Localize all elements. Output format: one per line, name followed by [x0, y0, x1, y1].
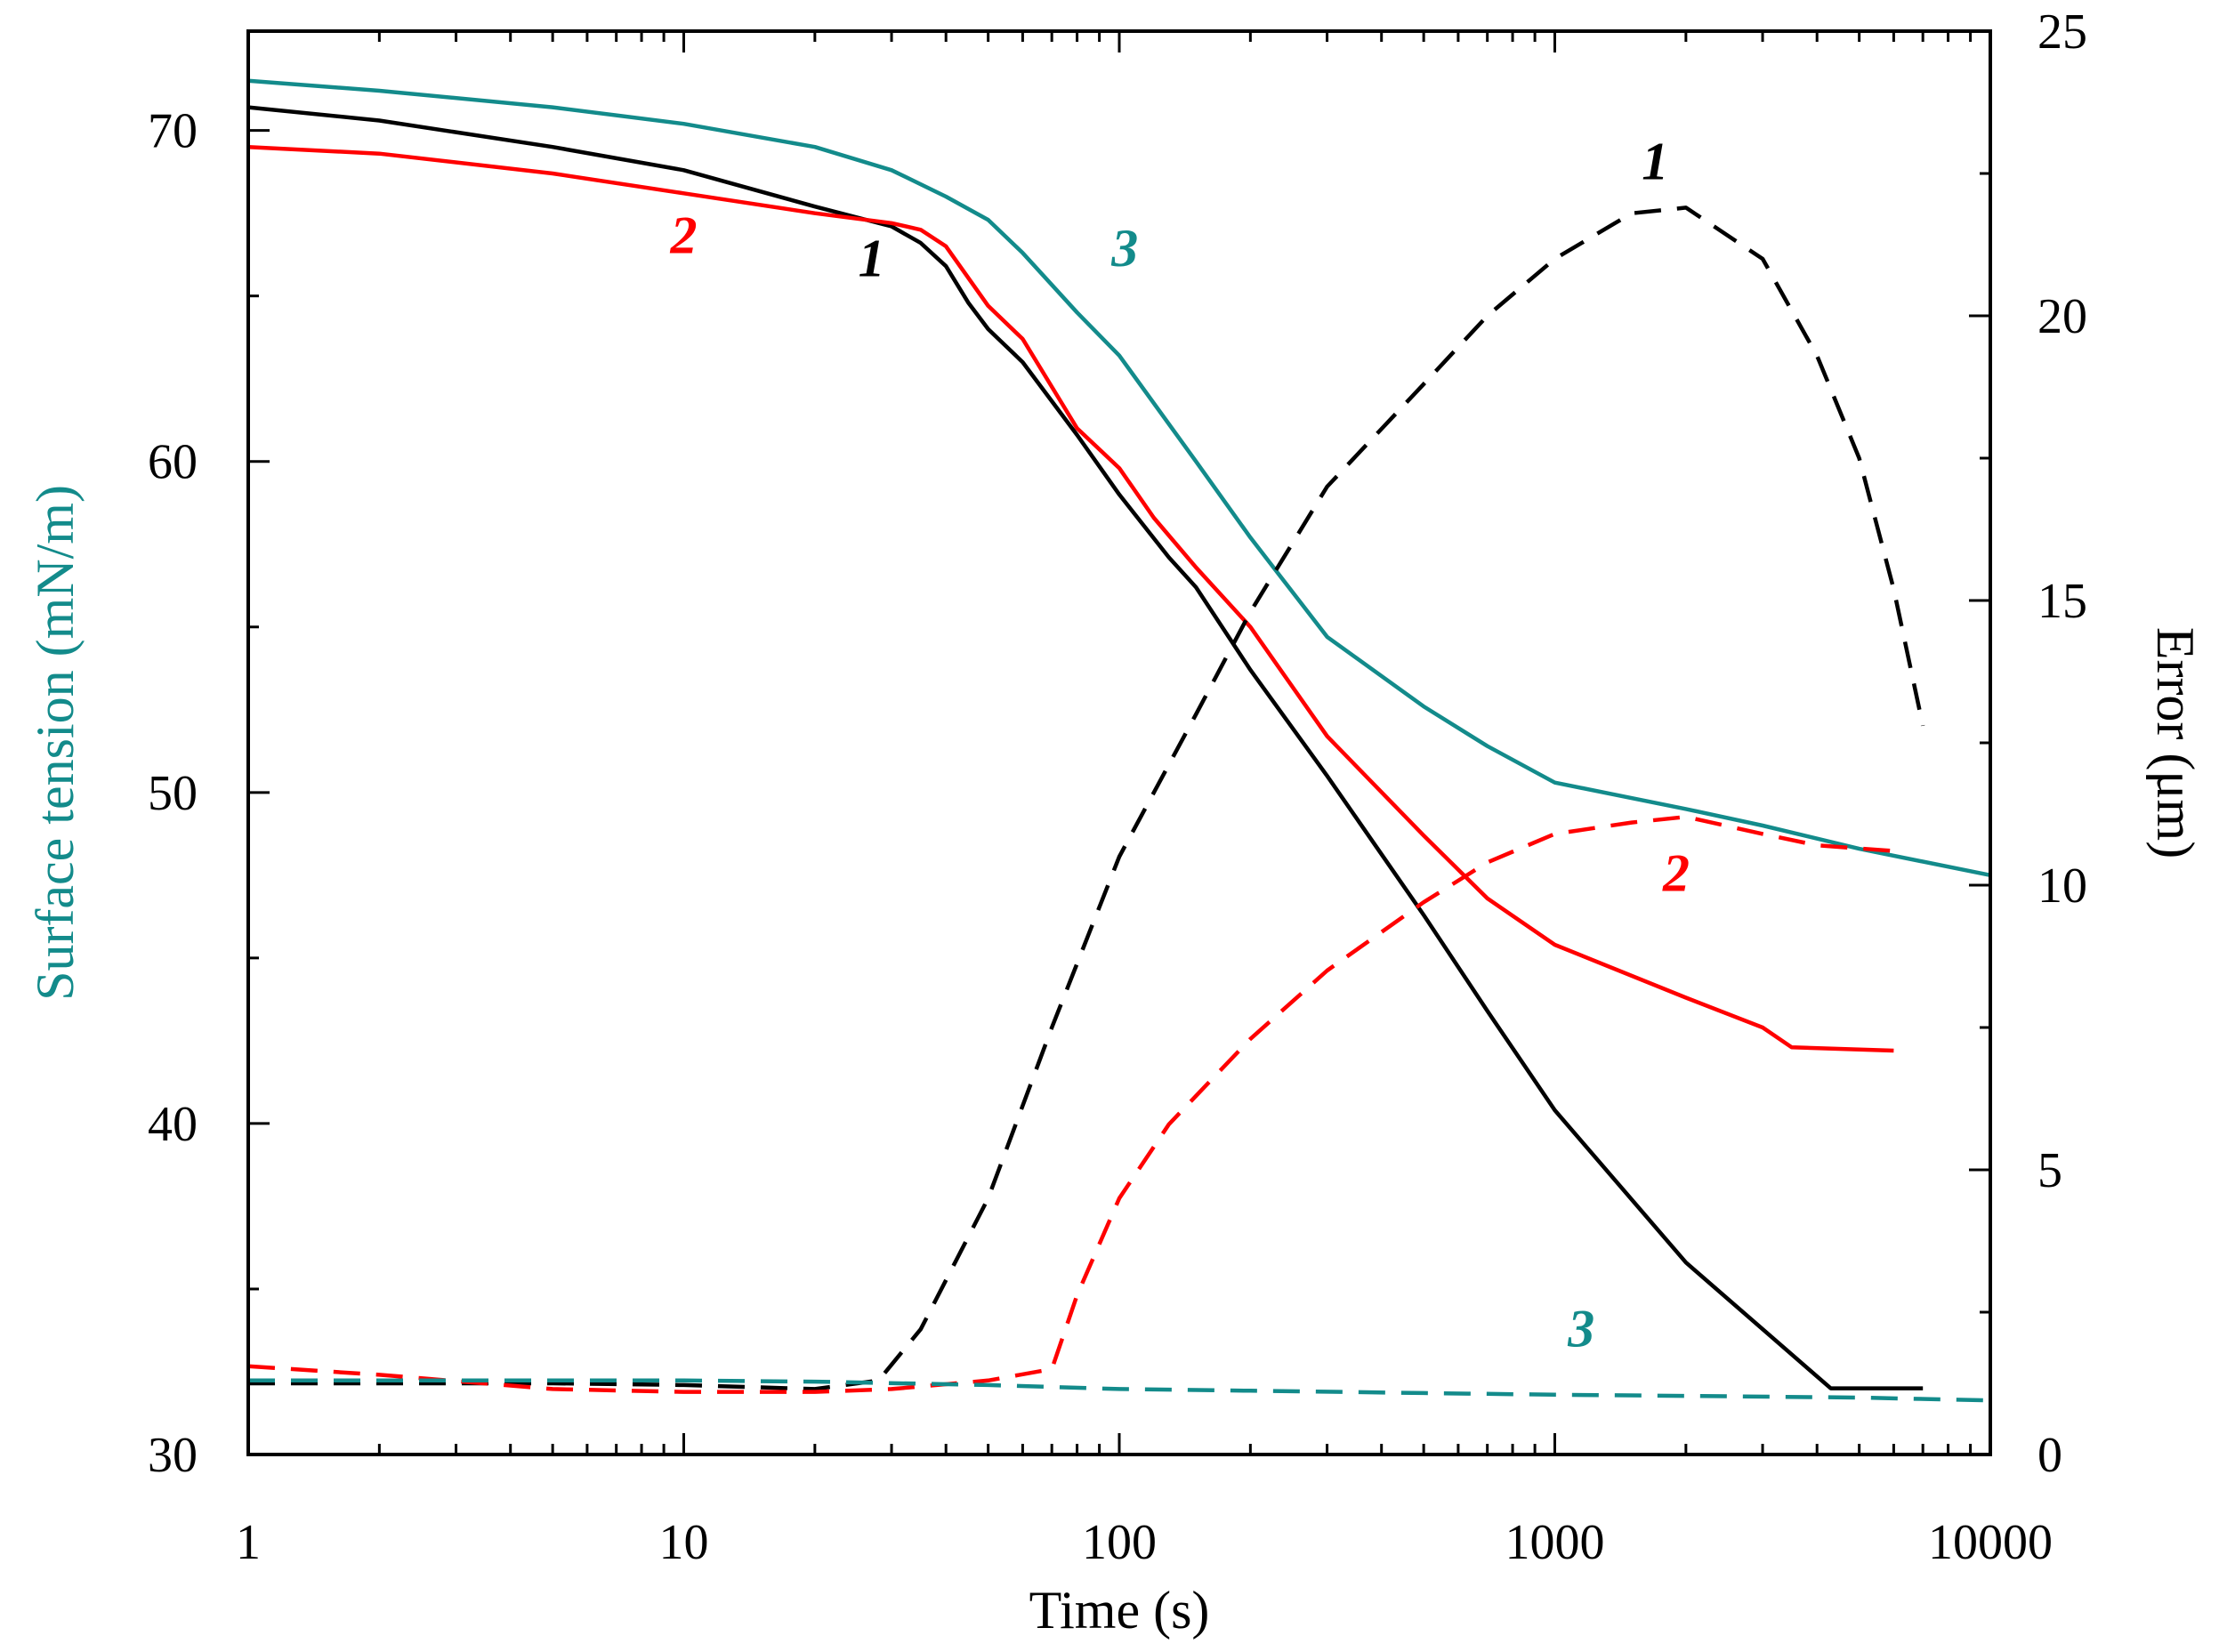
y-right-tick-label: 0	[2037, 1428, 2062, 1483]
y-right-axis-title: Error (μm)	[2146, 627, 2205, 858]
ticks-layer	[246, 29, 1990, 1456]
curve-label-3: 3	[1567, 1299, 1594, 1358]
curve-label-3: 3	[1110, 219, 1138, 278]
series-layer	[247, 78, 1991, 1403]
series-line-6	[248, 1378, 1991, 1403]
y-right-tick-label: 20	[2037, 289, 2087, 344]
curve-label-1: 1	[859, 229, 885, 287]
series-line-5	[247, 814, 1894, 1394]
y-right-tick-label: 10	[2037, 858, 2087, 914]
series-line-1	[247, 105, 1924, 1390]
y-left-tick-label: 60	[148, 435, 198, 490]
y-left-axis-title: Surface tension (mN/m)	[26, 485, 85, 1001]
tick-labels-layer: 1 10 100 1000 10000 30 40 50 60 70 0 5 10 15 20 25	[148, 4, 2087, 1570]
x-tick-label: 1000	[1505, 1515, 1605, 1570]
curve-label-1: 1	[1642, 132, 1668, 190]
curve-label-2: 2	[1662, 843, 1690, 902]
curve-label-2: 2	[670, 205, 698, 264]
x-tick-label: 1	[236, 1515, 261, 1570]
curve-labels-layer: 1 2 3 1 2 3	[670, 132, 1690, 1358]
y-right-tick-label: 15	[2037, 574, 2087, 629]
x-tick-label: 10	[659, 1515, 709, 1570]
x-tick-label: 100	[1082, 1515, 1157, 1570]
series-line-2	[247, 144, 1894, 1053]
y-left-tick-label: 50	[148, 766, 198, 821]
y-left-tick-label: 70	[148, 104, 198, 159]
x-tick-label: 10000	[1928, 1515, 2053, 1570]
series-line-3	[247, 78, 1991, 878]
x-axis-title: Time (s)	[1029, 1581, 1210, 1640]
y-left-tick-label: 40	[148, 1097, 198, 1152]
y-left-tick-label: 30	[148, 1428, 198, 1483]
series-line-4	[248, 205, 1925, 1391]
y-right-tick-label: 25	[2037, 4, 2087, 60]
y-right-tick-label: 5	[2037, 1143, 2062, 1198]
